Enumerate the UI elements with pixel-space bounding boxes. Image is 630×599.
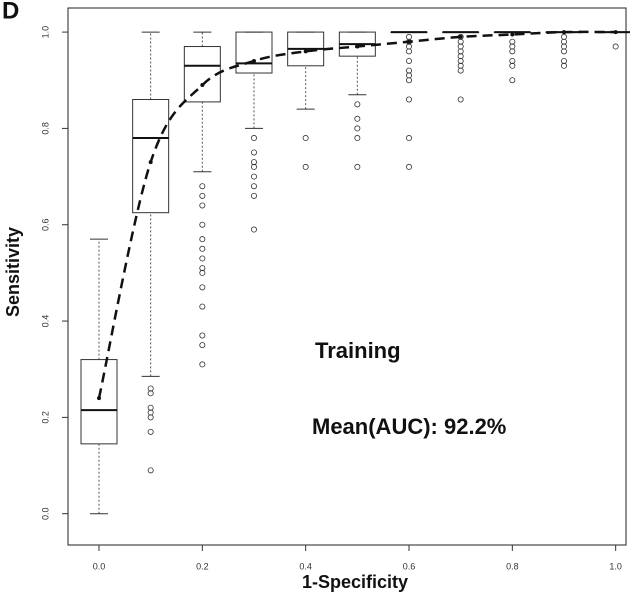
x-axis-label: 1-Specificity	[302, 572, 408, 592]
plot-frame	[67, 7, 627, 546]
y-tick-label: 0.4	[40, 315, 50, 328]
mean-point	[562, 30, 566, 35]
outlier	[405, 163, 412, 170]
y-axis-label: Sensitivity	[3, 227, 23, 317]
box	[80, 359, 118, 445]
mean-point	[148, 160, 153, 165]
outlier	[509, 77, 516, 84]
outlier	[250, 163, 257, 170]
outlier	[302, 163, 309, 170]
outlier	[147, 414, 154, 421]
outlier	[561, 48, 568, 55]
outlier	[199, 221, 206, 228]
outlier	[457, 67, 464, 74]
mean-point	[458, 34, 463, 39]
box	[132, 99, 170, 214]
mean-point	[510, 32, 515, 37]
outlier	[509, 62, 516, 69]
outlier	[199, 255, 206, 262]
box	[235, 31, 273, 74]
outlier	[354, 135, 361, 142]
x-tick-label: 0.8	[506, 561, 519, 571]
outlier	[199, 284, 206, 291]
mean-point	[613, 30, 618, 35]
x-tick-label: 0.0	[93, 561, 106, 571]
outlier	[250, 135, 257, 142]
x-tick-label: 0.2	[196, 561, 209, 571]
outlier	[509, 48, 516, 55]
x-tick-label: 1.0	[609, 561, 622, 571]
y-tick-label: 1.0	[40, 26, 50, 39]
panel-label: D	[2, 0, 19, 24]
outlier	[147, 390, 154, 397]
outlier	[405, 96, 412, 103]
outlier	[199, 245, 206, 252]
outlier	[405, 57, 412, 64]
y-tick-label: 0.6	[40, 218, 50, 231]
outlier	[612, 43, 619, 50]
x-tick-label: 0.4	[299, 561, 312, 571]
outlier	[250, 149, 257, 156]
y-tick-label: 0.8	[40, 122, 50, 135]
outlier	[250, 192, 257, 199]
x-tick-label: 0.6	[403, 561, 416, 571]
outlier	[199, 183, 206, 190]
outlier	[199, 342, 206, 349]
outlier	[405, 77, 412, 84]
outlier	[561, 62, 568, 69]
mean-point	[200, 83, 205, 88]
outlier	[405, 135, 412, 142]
outlier	[250, 226, 257, 233]
outlier	[199, 303, 206, 310]
outlier	[147, 428, 154, 435]
outlier	[199, 202, 206, 209]
annotation: Mean(AUC): 92.2%	[312, 414, 506, 439]
mean-point	[97, 396, 101, 401]
box	[183, 46, 221, 103]
y-tick-label: 0.2	[40, 411, 50, 424]
outlier	[199, 192, 206, 199]
mean-point	[355, 44, 360, 49]
outlier	[250, 183, 257, 190]
outlier	[405, 48, 412, 55]
outlier	[302, 135, 309, 142]
outlier	[199, 361, 206, 368]
outlier	[354, 101, 361, 108]
outlier	[250, 173, 257, 180]
y-tick-label: 0.0	[40, 507, 50, 520]
outlier	[147, 467, 154, 474]
outlier	[354, 163, 361, 170]
outlier	[354, 115, 361, 122]
mean-point	[303, 49, 308, 54]
annotation: Training	[315, 338, 401, 363]
outlier	[354, 125, 361, 132]
mean-point	[407, 39, 411, 44]
outlier	[199, 332, 206, 339]
outlier	[199, 269, 206, 276]
mean-point	[252, 58, 256, 63]
outlier	[199, 236, 206, 243]
outlier	[457, 96, 464, 103]
